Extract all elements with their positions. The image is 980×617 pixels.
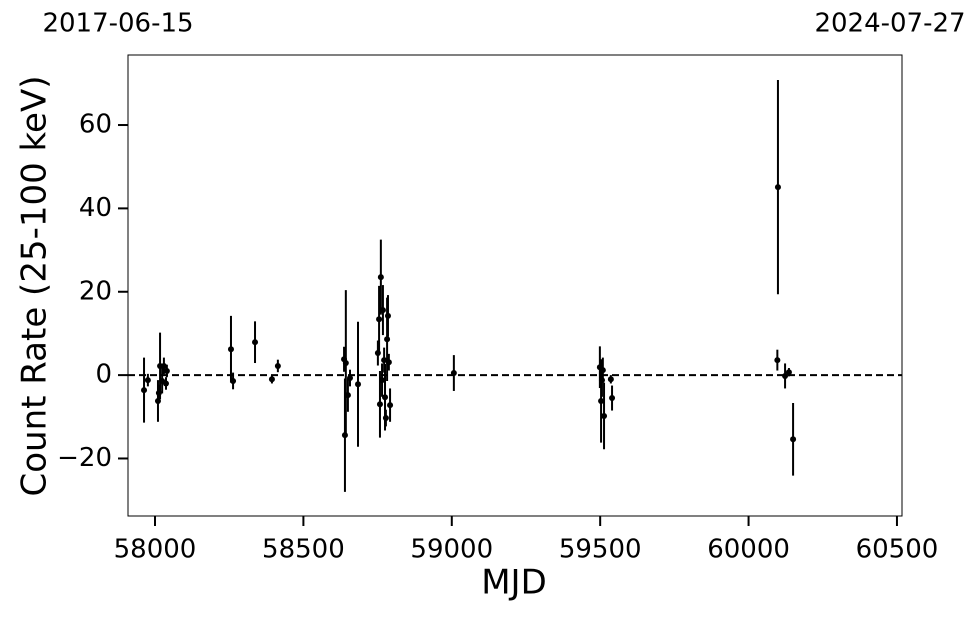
y-tick-label: −20	[57, 443, 112, 473]
data-point	[377, 274, 384, 281]
data-point	[230, 377, 237, 384]
data-point	[790, 436, 797, 443]
y-tick-label: 20	[79, 276, 112, 306]
x-tick-label: 60500	[856, 535, 939, 565]
data-point	[268, 376, 275, 383]
data-point	[601, 412, 608, 419]
start-date: 2017-06-15	[42, 9, 193, 39]
data-point	[609, 395, 616, 402]
data-point	[163, 367, 170, 374]
data-point	[379, 377, 386, 384]
y-axis-label: Count Rate (25-100 keV)	[15, 76, 55, 497]
data-point	[252, 339, 259, 346]
x-tick-label: 58500	[262, 535, 345, 565]
data-point	[274, 362, 281, 369]
data-point	[385, 359, 392, 366]
data-point	[387, 402, 394, 409]
data-point	[342, 360, 349, 367]
data-point	[384, 312, 391, 319]
data-point	[774, 357, 781, 364]
data-point	[344, 392, 351, 399]
plot-frame	[127, 54, 903, 517]
x-tick-label: 58000	[114, 535, 197, 565]
data-point	[376, 316, 383, 323]
end-date: 2024-07-27	[814, 9, 965, 39]
data-point	[346, 375, 353, 382]
data-point	[774, 184, 781, 191]
data-point	[162, 380, 169, 387]
x-axis-label: MJD	[481, 563, 547, 603]
data-point	[598, 397, 605, 404]
data-point	[376, 401, 383, 408]
data-point	[160, 362, 167, 369]
data-point	[785, 369, 792, 376]
data-point	[141, 387, 148, 394]
data-point	[382, 394, 389, 401]
data-point	[379, 307, 386, 314]
x-tick-label: 59500	[559, 535, 642, 565]
y-tick-label: 0	[95, 360, 112, 390]
x-tick-label: 59000	[410, 535, 493, 565]
data-point	[607, 376, 614, 383]
data-point	[782, 372, 789, 379]
y-tick-label: 60	[79, 110, 112, 140]
data-point	[599, 367, 606, 374]
data-point	[144, 377, 151, 384]
data-point	[450, 370, 457, 377]
data-point	[384, 336, 391, 343]
data-point	[227, 346, 234, 353]
data-point	[382, 415, 389, 422]
data-point	[381, 357, 388, 364]
y-tick-label: 40	[79, 193, 112, 223]
data-point	[355, 381, 362, 388]
x-tick-label: 60000	[707, 535, 790, 565]
